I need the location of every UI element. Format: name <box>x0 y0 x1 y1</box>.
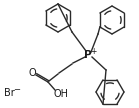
Text: −: − <box>13 86 20 94</box>
Text: OH: OH <box>54 89 69 99</box>
Text: +: + <box>90 47 97 56</box>
Text: P: P <box>84 50 92 60</box>
Text: Br: Br <box>4 88 14 98</box>
Text: O: O <box>28 68 36 78</box>
